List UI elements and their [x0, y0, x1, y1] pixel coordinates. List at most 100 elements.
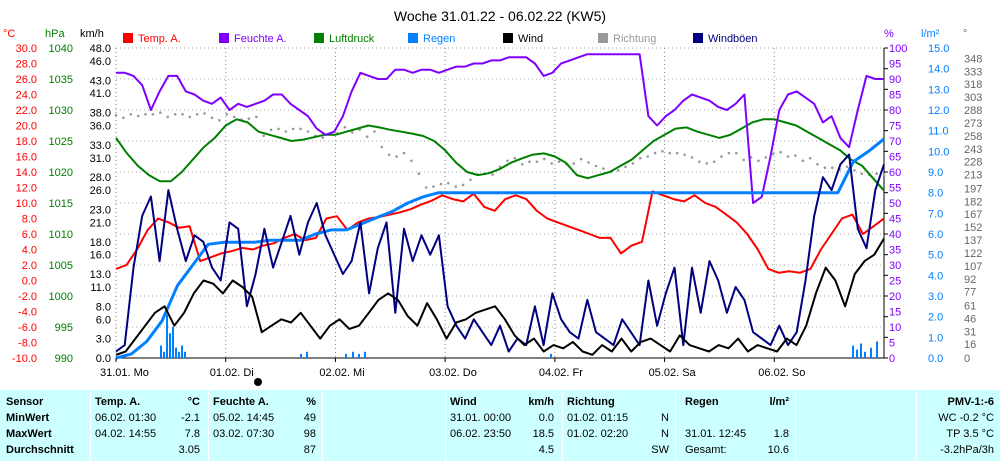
legend-label-wind: Wind: [518, 33, 543, 45]
rain-axis-tick: 8.0: [928, 188, 943, 200]
max-rain-time: 31.01. 12:45: [685, 428, 747, 440]
rain-bars: [160, 314, 878, 358]
direction-point: [757, 159, 760, 163]
day-label: 04.02. Fr: [539, 367, 583, 379]
temp-axis-tick: 8.0: [22, 214, 37, 226]
temp-axis-tick: 30.0: [16, 43, 37, 55]
separator: [562, 390, 563, 461]
stats-header-temp: Temp. A.: [95, 396, 141, 408]
pressure-axis-tick: 990: [55, 353, 73, 365]
direction-point: [173, 113, 177, 116]
direction-point: [572, 162, 576, 165]
rain-axis-tick: 3.0: [928, 291, 943, 303]
direction-point: [306, 130, 310, 133]
pressure-axis-tick: 1025: [49, 136, 73, 148]
humidity-axis-tick: 20: [889, 291, 901, 303]
separator: [795, 390, 796, 461]
min-direction-time: 01.02. 01:15: [567, 412, 629, 424]
stats-header-sensor: Sensor: [6, 396, 44, 408]
legend: Temp. A. Feuchte A. Luftdruck Regen Wind…: [123, 33, 758, 45]
pressure-axis-tick: 1030: [49, 105, 73, 117]
direction-point: [506, 159, 509, 163]
wind-axis-tick: 6.0: [96, 314, 111, 326]
weather-week-chart: Woche 31.01.22 - 06.02.22 (KW5) °C hPa k…: [3, 8, 982, 386]
min-temp-time: 06.02. 01:30: [95, 412, 157, 424]
rain-bar: [172, 327, 174, 358]
wind-axis-tick: 11.0: [90, 282, 111, 294]
separator: [208, 390, 209, 461]
wind-axis-tick: 0.0: [96, 353, 111, 365]
rain-bar: [175, 347, 177, 358]
legend-label-gusts: Windböen: [708, 33, 758, 45]
stats-header-humidity-unit: %: [306, 396, 316, 408]
legend-label-temp: Temp. A.: [138, 33, 181, 45]
direction-point: [535, 160, 539, 163]
temp-axis-tick: 22.0: [16, 105, 37, 117]
direction-axis-tick: 243: [964, 144, 982, 156]
temperature-line: [115, 190, 885, 274]
direction-point: [624, 165, 627, 169]
humidity-axis-tick: 60: [889, 167, 901, 179]
direction-point: [439, 182, 443, 186]
pressure-axis-tick: 1035: [49, 74, 73, 86]
wind-axis-tick: 33.0: [90, 140, 111, 152]
direction-axis-unit: °: [963, 28, 967, 40]
direction-point: [794, 154, 797, 157]
temp-axis-tick: -2.0: [18, 291, 37, 303]
temp-axis-tick: 26.0: [16, 74, 37, 86]
temp-axis-tick: -10.0: [12, 353, 37, 365]
legend-swatch-pressure: [314, 33, 324, 43]
max-wind-time: 06.02. 23:50: [450, 428, 512, 440]
rain-bar: [860, 343, 862, 358]
direction-point: [616, 169, 620, 172]
rain-bar: [876, 341, 878, 358]
chart-title: Woche 31.01.22 - 06.02.22 (KW5): [394, 8, 606, 24]
temp-axis-tick: 24.0: [16, 90, 37, 102]
direction-point: [491, 173, 494, 176]
humidity-line: [116, 53, 884, 204]
stats-header-direction: Richtung: [567, 396, 615, 408]
temp-axis-tick: 2.0: [22, 260, 37, 272]
direction-point: [520, 163, 524, 166]
direction-axis-tick: 228: [964, 157, 982, 169]
direction-point: [653, 151, 657, 155]
rain-axis-tick: 15.0: [928, 43, 949, 55]
wind-axis-tick: 46.0: [90, 56, 111, 68]
humidity-axis-tick: 15: [889, 307, 901, 319]
max-direction-time: 01.02. 02:20: [567, 428, 629, 440]
direction-point: [727, 151, 731, 155]
pmv-title: PMV-1:-6: [947, 396, 994, 408]
pressure-axis-tick: 1010: [49, 229, 73, 241]
direction-point: [705, 162, 709, 165]
direction-axis-tick: 122: [964, 248, 982, 260]
direction-point: [550, 162, 553, 165]
wind-axis-tick: 48.0: [90, 43, 111, 55]
wind-axis-tick: 3.0: [96, 334, 111, 346]
legend-label-direction: Richtung: [613, 33, 656, 45]
pressure-axis-tick: 1005: [49, 260, 73, 272]
wind-axis-tick: 18.0: [90, 237, 111, 249]
direction-point: [579, 157, 583, 161]
temp-axis-tick: -8.0: [18, 338, 37, 350]
temp-axis-tick: 14.0: [16, 167, 37, 179]
stats-header-wind: Wind: [450, 396, 477, 408]
direction-point: [291, 127, 295, 131]
direction-axis-tick: 137: [964, 235, 982, 247]
direction-point: [742, 158, 745, 162]
separator: [916, 390, 917, 461]
temp-axis-tick: 20.0: [16, 121, 37, 133]
rain-bar: [160, 345, 162, 358]
humidity-axis-tick: 35: [889, 245, 901, 257]
min-wind-value: 0.0: [538, 412, 554, 424]
temp-axis-tick: -6.0: [18, 322, 37, 334]
max-temp-value: 7.8: [184, 428, 200, 440]
rain-bar: [550, 353, 552, 358]
humidity-axis-tick: 10: [889, 322, 901, 334]
separator: [322, 390, 323, 461]
min-wind-time: 31.01. 00:00: [450, 412, 512, 424]
direction-axis-tick: 288: [964, 105, 982, 117]
humidity-axis-tick: 55: [889, 183, 901, 195]
direction-point: [764, 156, 768, 159]
min-direction-value: N: [661, 412, 669, 424]
rain-bar: [852, 345, 854, 358]
